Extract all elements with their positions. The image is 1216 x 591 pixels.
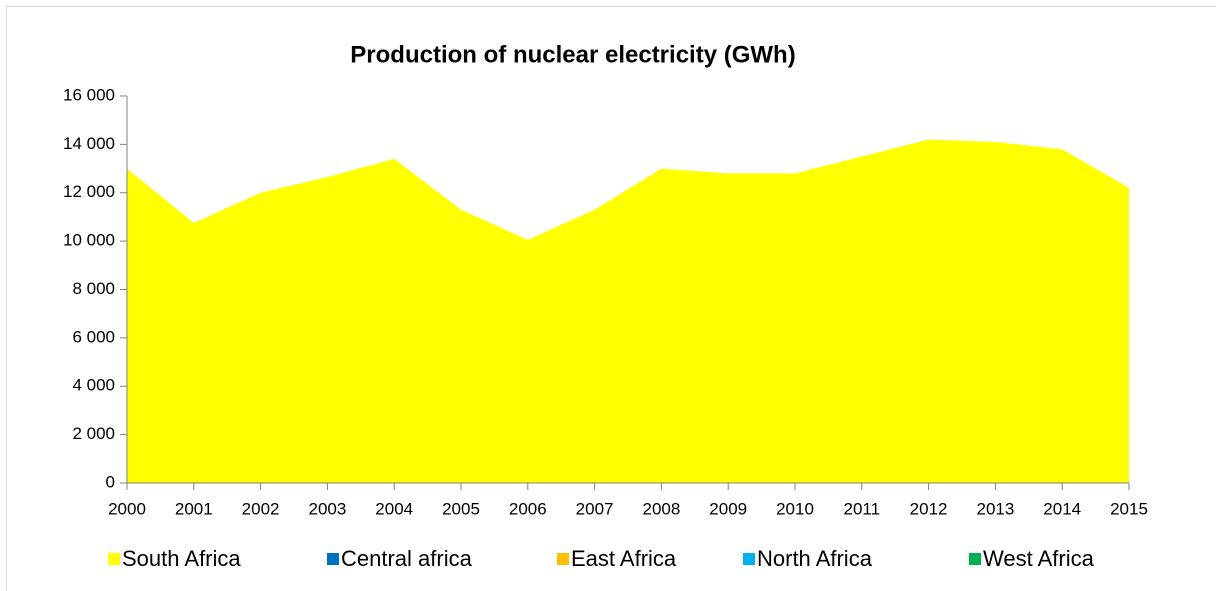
x-tick-label: 2001 (175, 499, 213, 518)
legend-label: East Africa (571, 546, 677, 571)
x-tick-label: 2014 (1043, 499, 1081, 518)
x-tick-label: 2013 (976, 499, 1014, 518)
x-tick-label: 2012 (910, 499, 948, 518)
legend-label: South Africa (122, 546, 241, 571)
y-tick-label: 8 000 (72, 279, 115, 298)
legend-swatch (108, 553, 120, 565)
y-tick-label: 16 000 (63, 85, 115, 104)
y-tick-label: 14 000 (63, 134, 115, 153)
legend-label: Central africa (341, 546, 473, 571)
x-tick-label: 2005 (442, 499, 480, 518)
x-tick-label: 2010 (776, 499, 814, 518)
chart-title: Production of nuclear electricity (GWh) (350, 41, 795, 68)
legend-swatch (557, 553, 569, 565)
x-tick-label: 2007 (576, 499, 614, 518)
x-tick-label: 2000 (108, 499, 146, 518)
y-tick-label: 0 (106, 472, 115, 491)
x-tick-label: 2004 (375, 499, 413, 518)
y-tick-label: 2 000 (72, 424, 115, 443)
legend-label: North Africa (757, 546, 873, 571)
x-tick-label: 2011 (844, 499, 881, 518)
y-tick-label: 6 000 (72, 327, 115, 346)
y-tick-label: 12 000 (63, 182, 115, 201)
legend-label: West Africa (983, 546, 1095, 571)
x-tick-label: 2009 (709, 499, 747, 518)
legend-swatch (743, 553, 755, 565)
chart-border (6, 6, 1216, 591)
legend-swatch (969, 553, 981, 565)
x-tick-label: 2015 (1110, 499, 1148, 518)
x-tick-label: 2003 (308, 499, 346, 518)
y-tick-label: 10 000 (63, 231, 115, 250)
legend-swatch (327, 553, 339, 565)
x-tick-label: 2008 (642, 499, 680, 518)
x-tick-label: 2006 (509, 499, 547, 518)
y-tick-label: 4 000 (72, 376, 115, 395)
x-tick-label: 2002 (242, 499, 280, 518)
area (127, 139, 1129, 483)
